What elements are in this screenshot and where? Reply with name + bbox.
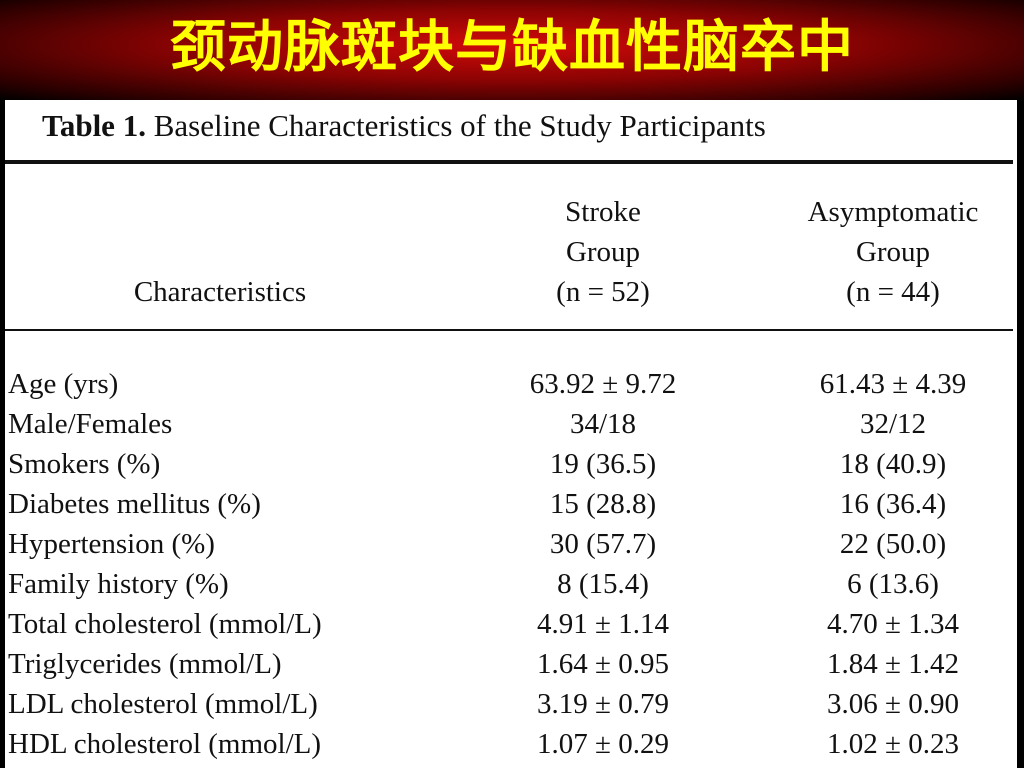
asymptomatic-value: 4.70 ± 1.34	[827, 608, 959, 640]
stroke-value: 1.07 ± 0.29	[537, 728, 669, 760]
asymptomatic-value: 6 (13.6)	[847, 568, 939, 600]
header-rule	[5, 329, 1013, 331]
row-label: HDL cholesterol (mmol/L)	[8, 728, 322, 760]
header-asymptomatic-group: Asymptomatic Group (n = 44)	[773, 192, 1013, 312]
header-stroke-line-3: (n = 52)	[556, 276, 650, 308]
slide-title: 颈动脉斑块与缺血性脑卒中	[170, 15, 854, 80]
table-row: Male/Females 34/18 32/12	[5, 404, 1017, 444]
table-row: HDL cholesterol (mmol/L) 1.07 ± 0.29 1.0…	[5, 724, 1017, 764]
row-label: LDL cholesterol (mmol/L)	[8, 688, 318, 720]
asymptomatic-value: 1.84 ± 1.42	[827, 648, 959, 680]
header-asymptomatic-line-2: Group	[855, 236, 931, 268]
header-stroke-line-1: Stroke	[565, 196, 641, 228]
row-label: Age (yrs)	[8, 368, 119, 400]
stroke-value: 1.64 ± 0.95	[537, 648, 669, 680]
table-row: Family history (%) 8 (15.4) 6 (13.6)	[5, 564, 1017, 604]
table-caption-text: Baseline Characteristics of the Study Pa…	[153, 108, 766, 143]
table-row: Triglycerides (mmol/L) 1.64 ± 0.95 1.84 …	[5, 644, 1017, 684]
table-row: LDL cholesterol (mmol/L) 3.19 ± 0.79 3.0…	[5, 684, 1017, 724]
stroke-value: 15 (28.8)	[549, 488, 657, 520]
asymptomatic-value: 1.02 ± 0.23	[827, 728, 959, 760]
asymptomatic-value: 18 (40.9)	[839, 448, 947, 480]
stroke-value: 34/18	[569, 408, 637, 440]
stroke-value: 63.92 ± 9.72	[529, 368, 677, 400]
stroke-value: 30 (57.7)	[549, 528, 657, 560]
header-asymptomatic-line-1: Asymptomatic	[807, 196, 979, 228]
header-stroke-group: Stroke Group (n = 52)	[488, 192, 718, 312]
stroke-value: 4.91 ± 1.14	[537, 608, 669, 640]
row-label: Hypertension (%)	[8, 528, 215, 560]
stroke-value: 8 (15.4)	[557, 568, 649, 600]
row-label: Triglycerides (mmol/L)	[8, 648, 282, 680]
stroke-value: 3.19 ± 0.79	[537, 688, 669, 720]
row-label: Smokers (%)	[8, 448, 161, 480]
asymptomatic-value: 22 (50.0)	[839, 528, 947, 560]
table-row: Smokers (%) 19 (36.5) 18 (40.9)	[5, 444, 1017, 484]
title-banner: 颈动脉斑块与缺血性脑卒中	[0, 0, 1024, 100]
asymptomatic-value: 16 (36.4)	[839, 488, 947, 520]
table-caption: Table 1. Baseline Characteristics of the…	[42, 106, 766, 146]
header-asymptomatic-line-3: (n = 44)	[846, 276, 940, 308]
table-caption-lead: Table 1.	[42, 108, 146, 143]
row-label: Family history (%)	[8, 568, 229, 600]
table-row: Hypertension (%) 30 (57.7) 22 (50.0)	[5, 524, 1017, 564]
table-row: Diabetes mellitus (%) 15 (28.8) 16 (36.4…	[5, 484, 1017, 524]
table-row: Total cholesterol (mmol/L) 4.91 ± 1.14 4…	[5, 604, 1017, 644]
header-characteristics: Characteristics	[133, 276, 307, 308]
row-label: Male/Females	[8, 408, 173, 440]
asymptomatic-value: 3.06 ± 0.90	[827, 688, 959, 720]
row-label: Diabetes mellitus (%)	[8, 488, 261, 520]
asymptomatic-value: 32/12	[859, 408, 927, 440]
stroke-value: 19 (36.5)	[549, 448, 657, 480]
asymptomatic-value: 61.43 ± 4.39	[819, 368, 967, 400]
table-sheet: Table 1. Baseline Characteristics of the…	[5, 100, 1017, 768]
header-stroke-line-2: Group	[565, 236, 641, 268]
table-body: Age (yrs) 63.92 ± 9.72 61.43 ± 4.39 Male…	[5, 364, 1017, 764]
top-rule	[5, 160, 1013, 164]
row-label: Total cholesterol (mmol/L)	[8, 608, 322, 640]
table-row: Age (yrs) 63.92 ± 9.72 61.43 ± 4.39	[5, 364, 1017, 404]
